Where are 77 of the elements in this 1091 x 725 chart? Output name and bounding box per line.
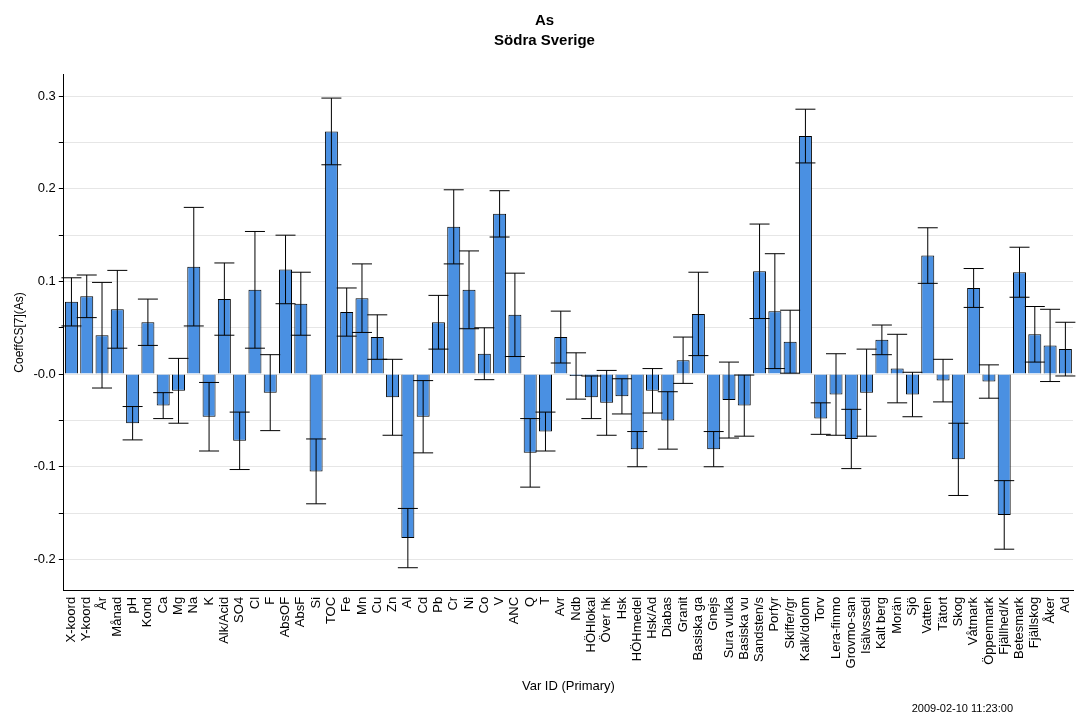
x-tick-label: Fjällskog: [1026, 596, 1042, 649]
x-tick-label: Morän: [888, 596, 904, 634]
x-tick-label: Skiffer/gr: [781, 596, 797, 649]
x-tick-label: SO4: [231, 596, 247, 623]
x-tick-label: Ni: [460, 596, 476, 610]
x-tick-label: Fjällhed/K: [995, 596, 1011, 655]
text: 2009-02-10 11:23:00: [911, 701, 1013, 714]
x-tick-label: Sjö: [904, 596, 920, 616]
x-tick-label: X-koord: [63, 596, 79, 643]
x-tick-label: Zn: [384, 596, 400, 613]
x-tick-label: Skog: [949, 596, 965, 627]
x-tick-label: Mn: [353, 596, 369, 615]
x-tick-label: Co: [475, 596, 491, 614]
x-tick-label: Över hk: [598, 596, 614, 643]
x-tick-label: Kalk/dolom: [797, 596, 813, 662]
x-tick-label: Basiska vu: [735, 596, 751, 660]
y-tick-label: -0.2: [33, 550, 56, 566]
x-tick-label: TOC: [322, 596, 338, 625]
x-tick-label: Vatten: [919, 596, 935, 634]
x-tick-label: Öppenmark: [980, 596, 996, 665]
x-tick-label: Tätort: [934, 596, 950, 631]
x-tick-label: Fe: [338, 596, 354, 613]
x-tick-label: Cu: [368, 596, 384, 614]
x-tick-label: T: [537, 596, 553, 605]
x-tick-label: Porfyr: [766, 596, 782, 632]
x-tick-label: Sura vulka: [720, 596, 736, 659]
x-tick-label: Ad: [1056, 596, 1072, 613]
y-tick-label: 0.2: [37, 180, 56, 196]
x-tick-label: AbsOF: [277, 596, 293, 638]
x-tick-label: Y-koord: [78, 596, 94, 642]
x-tick-label: Våtmark: [965, 596, 981, 646]
x-tick-label: Avr: [552, 596, 568, 617]
x-tick-label: Cr: [445, 596, 461, 611]
x-tick-label: Ca: [154, 596, 170, 614]
x-tick-label: Cl: [246, 596, 262, 610]
x-tick-label: Gnejs: [705, 596, 721, 631]
x-tick-label: År: [93, 596, 109, 610]
x-tick-label: Cd: [414, 596, 430, 614]
x-tick-label: Kalt berg: [873, 596, 889, 649]
x-tick-label: Ndb: [567, 596, 583, 621]
y-tick-label: -0.1: [33, 458, 56, 474]
x-tick-label: F: [261, 596, 277, 605]
x-tick-label: pH: [124, 596, 140, 614]
x-axis-title: Var ID (Primary): [521, 677, 615, 693]
x-tick-label: AbsF: [292, 596, 308, 628]
x-tick-label: Si: [307, 596, 323, 609]
chart-title: As: [534, 11, 555, 29]
y-tick-label: -0.0: [33, 365, 56, 381]
x-tick-label: Grovmo-san: [842, 596, 858, 669]
x-tick-label: Torv: [812, 596, 828, 622]
x-tick-label: HÖHlokal: [582, 596, 598, 653]
x-tick-label: Månad: [108, 596, 124, 637]
x-tick-label: Al: [399, 596, 415, 609]
x-tick-label: Q: [521, 596, 537, 608]
x-tick-label: Lera-finmo: [827, 596, 843, 660]
x-tick-label: Na: [185, 596, 201, 614]
y-tick-label: 0.3: [37, 87, 56, 103]
x-tick-label: Pb: [430, 596, 446, 613]
x-tick-label: Isälvssedi: [858, 596, 874, 654]
x-tick-label: Kond: [139, 596, 155, 628]
x-tick-label: Granit: [674, 596, 690, 633]
x-tick-label: Diabas: [659, 596, 675, 638]
y-tick-label: 0.1: [37, 273, 56, 289]
x-tick-label: Alk/Acid: [215, 596, 231, 644]
y-axis-title: CoeffCS[7](As): [11, 292, 26, 373]
x-tick-label: HÖHmedel: [628, 596, 644, 662]
x-tick-label: Hsk/Ad: [644, 596, 660, 639]
x-tick-label: Betesmark: [1011, 596, 1027, 660]
chart-subtitle: Södra Sverige: [494, 31, 595, 49]
x-tick-label: Sandsten/s: [751, 596, 767, 662]
x-tick-label: V: [491, 596, 507, 606]
x-tick-label: Mg: [170, 596, 186, 615]
x-tick-label: Åker: [1041, 596, 1057, 624]
x-tick-label: Hsk: [613, 596, 629, 620]
x-tick-label: Basiska ga: [689, 596, 705, 661]
x-tick-label: ANC: [506, 596, 522, 625]
x-tick-label: K: [200, 596, 216, 606]
